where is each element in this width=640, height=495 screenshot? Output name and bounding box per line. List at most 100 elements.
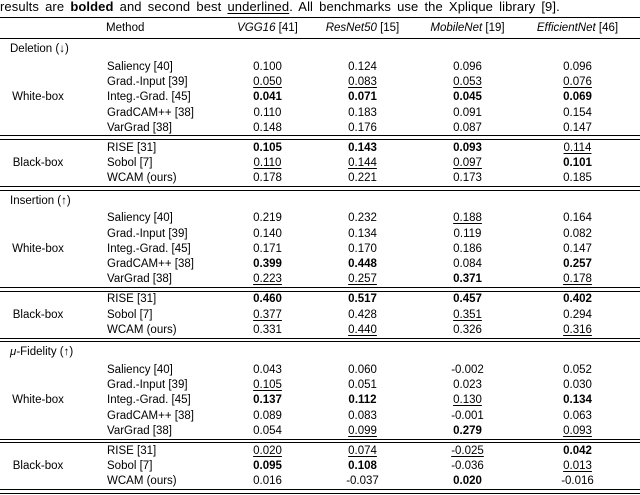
value-text: 0.147: [563, 242, 592, 255]
value-cell: 0.176: [305, 122, 420, 134]
method-cell: Grad.-Input [39]: [107, 75, 188, 88]
citation-link[interactable]: [9]: [541, 0, 557, 14]
value-cell: 0.517: [305, 293, 420, 305]
table-row: Sobol [7] 0.095 0.108 -0.036 0.013: [100, 459, 640, 474]
table-row: Grad.-Input [39] 0.140 0.134 0.119 0.082: [100, 226, 640, 241]
table-row: VarGrad [38] 0.054 0.099 0.279 0.093: [100, 423, 640, 438]
table-header-row: Method VGG16 [41] ResNet50 [15] MobileNet …: [0, 18, 640, 38]
value-cell: 0.399: [230, 258, 305, 270]
value-cell: 0.095: [230, 460, 305, 472]
citation-link[interactable]: [46]: [595, 22, 619, 34]
separator-rule: [0, 337, 640, 343]
value-text: 0.171: [253, 242, 282, 255]
value-text: 0.144: [348, 157, 377, 170]
method-cell: Saliency [40]: [107, 212, 173, 225]
separator-rule: [0, 438, 640, 444]
value-text: -0.037: [346, 475, 379, 488]
method-cell: GradCAM++ [38]: [107, 409, 194, 422]
value-text: 0.110: [253, 106, 282, 119]
table-row: Saliency [40] 0.100 0.124 0.096 0.096: [100, 59, 640, 74]
value-text: 0.076: [563, 75, 592, 88]
value-text: 0.399: [253, 258, 282, 271]
value-text: 0.402: [563, 293, 592, 306]
group-rows: RISE [31] 0.105 0.143 0.093 0.114 Sobol [7] 0.…: [100, 140, 640, 186]
value-cell: 0.100: [230, 61, 305, 73]
method-cell: GradCAM++ [38]: [107, 106, 194, 119]
table-row: Saliency [40] 0.219 0.232 0.188 0.164: [100, 211, 640, 226]
value-cell: 0.402: [515, 293, 640, 305]
value-cell: 0.054: [230, 425, 305, 437]
value-cell: 0.096: [515, 61, 640, 73]
table-body: Deletion (↓) White-box Saliency [40] 0.100 0…: [0, 39, 640, 494]
value-text: 0.183: [348, 106, 377, 119]
value-cell: 0.147: [515, 243, 640, 255]
value-cell: 0.023: [420, 379, 515, 391]
value-cell: 0.147: [515, 122, 640, 134]
value-cell: 0.013: [515, 460, 640, 472]
value-cell: 0.351: [420, 309, 515, 321]
value-cell: 0.041: [230, 91, 305, 103]
header-bottom-rule: [0, 38, 640, 39]
group-rows: Saliency [40] 0.100 0.124 0.096 0.096 Grad.-I…: [100, 59, 640, 135]
citation-link[interactable]: [41]: [275, 22, 298, 34]
method-cell: WCAM (ours): [107, 323, 177, 336]
value-text: 0.050: [253, 75, 282, 88]
value-text: 0.020: [253, 444, 282, 457]
citation-link[interactable]: [19]: [482, 22, 505, 34]
value-cell: 0.134: [515, 394, 640, 406]
value-text: -0.001: [451, 409, 484, 422]
value-cell: 0.148: [230, 122, 305, 134]
value-cell: 0.101: [515, 157, 640, 169]
table-row: Grad.-Input [39] 0.105 0.051 0.023 0.030: [100, 377, 640, 392]
table-row: Sobol [7] 0.110 0.144 0.097 0.101: [100, 155, 640, 170]
value-cell: 0.316: [515, 324, 640, 336]
metric-row: Insertion (↑): [0, 191, 640, 211]
value-text: 0.154: [563, 106, 592, 119]
value-cell: 0.093: [420, 142, 515, 154]
method-group: Black-box RISE [31] 0.460 0.517 0.457 0.402 So…: [0, 292, 640, 338]
value-cell: 0.082: [515, 228, 640, 240]
value-cell: 0.105: [230, 379, 305, 391]
value-cell: 0.371: [420, 273, 515, 285]
metric-label: Insertion (↑): [10, 194, 71, 207]
value-cell: 0.099: [305, 425, 420, 437]
value-cell: 0.053: [420, 76, 515, 88]
value-text: 0.099: [348, 424, 377, 437]
value-text: 0.095: [253, 460, 282, 473]
value-text: 0.054: [253, 424, 282, 437]
value-text: 0.119: [453, 227, 482, 240]
value-cell: 0.185: [515, 172, 640, 184]
value-cell: 0.154: [515, 107, 640, 119]
value-cell: 0.219: [230, 212, 305, 224]
value-cell: 0.093: [515, 425, 640, 437]
value-cell: 0.171: [230, 243, 305, 255]
value-text: 0.147: [563, 121, 592, 134]
value-text: 0.130: [453, 394, 482, 407]
value-cell: 0.105: [230, 142, 305, 154]
group-label: White-box: [12, 394, 64, 407]
value-cell: 0.460: [230, 293, 305, 305]
table-row: VarGrad [38] 0.148 0.176 0.087 0.147: [100, 120, 640, 135]
caption-text-segment: and second best: [113, 0, 228, 14]
value-text: 0.091: [453, 106, 482, 119]
caption: results are bolded and second best under…: [0, 0, 640, 15]
metric-row: μ -Fidelity (↑): [0, 342, 640, 362]
value-cell: -0.016: [515, 475, 640, 487]
value-cell: 0.279: [420, 425, 515, 437]
method-cell: Integ.-Grad. [45]: [107, 91, 191, 104]
value-text: 0.087: [453, 121, 482, 134]
method-cell: Grad.-Input [39]: [107, 227, 188, 240]
value-cell: 0.083: [305, 410, 420, 422]
value-text: 0.101: [563, 157, 592, 170]
separator-rule: [0, 489, 640, 494]
value-text: 0.178: [563, 273, 592, 286]
value-cell: 0.331: [230, 324, 305, 336]
table-row: RISE [31] 0.105 0.143 0.093 0.114: [100, 140, 640, 155]
group-rows: RISE [31] 0.460 0.517 0.457 0.402 Sobol [7] 0.…: [100, 292, 640, 338]
table-row: VarGrad [38] 0.223 0.257 0.371 0.178: [100, 272, 640, 287]
model-column-header: MobileNet [19]: [420, 22, 515, 34]
citation-link[interactable]: [15]: [376, 22, 400, 34]
value-text: 0.257: [563, 258, 592, 271]
model-name: EfficientNet: [536, 22, 596, 34]
value-text: 0.016: [253, 475, 282, 488]
